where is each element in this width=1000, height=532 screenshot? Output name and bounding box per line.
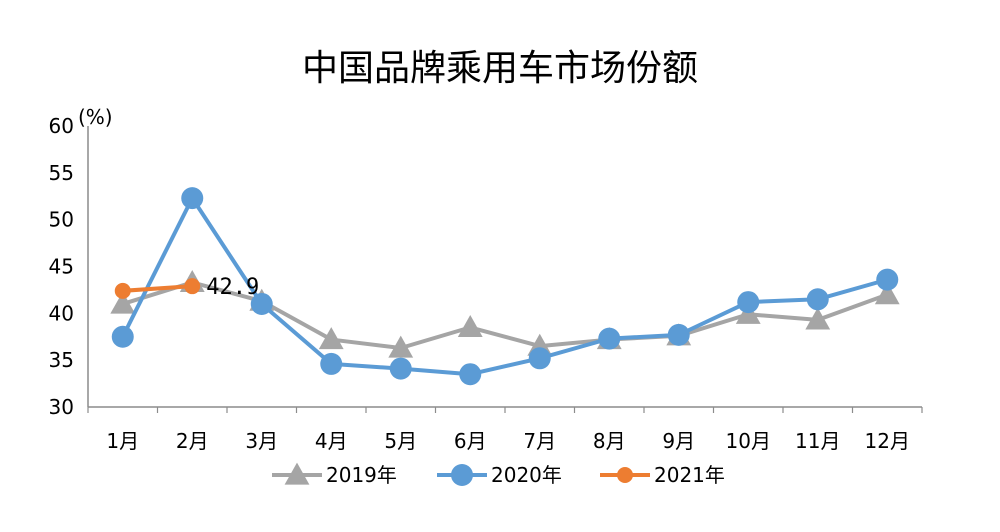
series-line	[120, 196, 888, 377]
legend-marker	[284, 462, 310, 485]
data-point	[181, 187, 204, 210]
data-point	[110, 291, 136, 314]
legend-label: 2021年	[654, 463, 725, 487]
x-tick-label: 11月	[795, 429, 840, 453]
y-tick-label: 40	[49, 301, 74, 325]
x-tick-label: 5月	[384, 429, 417, 453]
x-tick-label: 12月	[865, 429, 910, 453]
y-tick-label: 60	[49, 114, 74, 138]
x-tick-label: 10月	[726, 429, 771, 453]
series-line	[122, 280, 888, 350]
data-point	[876, 268, 899, 291]
y-tick-label: 55	[49, 161, 74, 185]
series-2020年	[111, 187, 899, 386]
x-tick-label: 4月	[315, 429, 348, 453]
data-label: 42.9	[206, 275, 259, 300]
data-point	[737, 291, 760, 314]
legend-item: 2020年	[437, 463, 562, 487]
data-point	[184, 278, 201, 295]
data-point	[667, 323, 690, 346]
axes: 30 35 40 45 50 55 60 1月 2月 3月 4月 5月 6月 7月 8月 9月 10月 11月 12…	[49, 114, 923, 453]
x-tick-label: 8月	[593, 429, 626, 453]
data-point	[250, 292, 273, 315]
data-point	[457, 314, 483, 337]
x-tick-label: 1月	[106, 429, 139, 453]
series-2021年	[114, 278, 201, 299]
data-point	[318, 327, 344, 350]
data-labels: 42.9	[206, 275, 259, 300]
legend-label: 2019年	[326, 463, 397, 487]
legend-item: 2019年	[272, 462, 397, 487]
y-axis-unit: (%)	[78, 105, 113, 129]
data-point	[806, 288, 829, 311]
x-tick-label: 9月	[662, 429, 695, 453]
data-point	[388, 335, 414, 358]
x-tick-label: 3月	[245, 429, 278, 453]
legend-label: 2020年	[491, 463, 562, 487]
data-point	[598, 327, 621, 350]
series-line	[122, 284, 193, 293]
x-tick-label: 7月	[523, 429, 556, 453]
y-tick-label: 45	[49, 255, 74, 279]
data-point	[320, 352, 343, 375]
x-tick-label: 6月	[454, 429, 487, 453]
data-point	[114, 282, 131, 299]
series-layer	[110, 187, 900, 386]
legend: 2019年 2020年 2021年	[272, 462, 725, 487]
data-point	[459, 363, 482, 386]
data-point	[874, 282, 900, 305]
data-point	[528, 347, 551, 370]
data-point	[805, 307, 831, 330]
y-tick-label: 35	[49, 348, 74, 372]
data-point	[111, 325, 134, 348]
y-tick-label: 30	[49, 395, 74, 419]
legend-item: 2021年	[600, 463, 725, 487]
y-tick-label: 50	[49, 208, 74, 232]
chart-title: 中国品牌乘用车市场份额	[302, 48, 698, 89]
data-point	[389, 357, 412, 380]
legend-marker	[617, 467, 633, 483]
x-tick-label: 2月	[176, 429, 209, 453]
legend-marker	[451, 464, 473, 486]
